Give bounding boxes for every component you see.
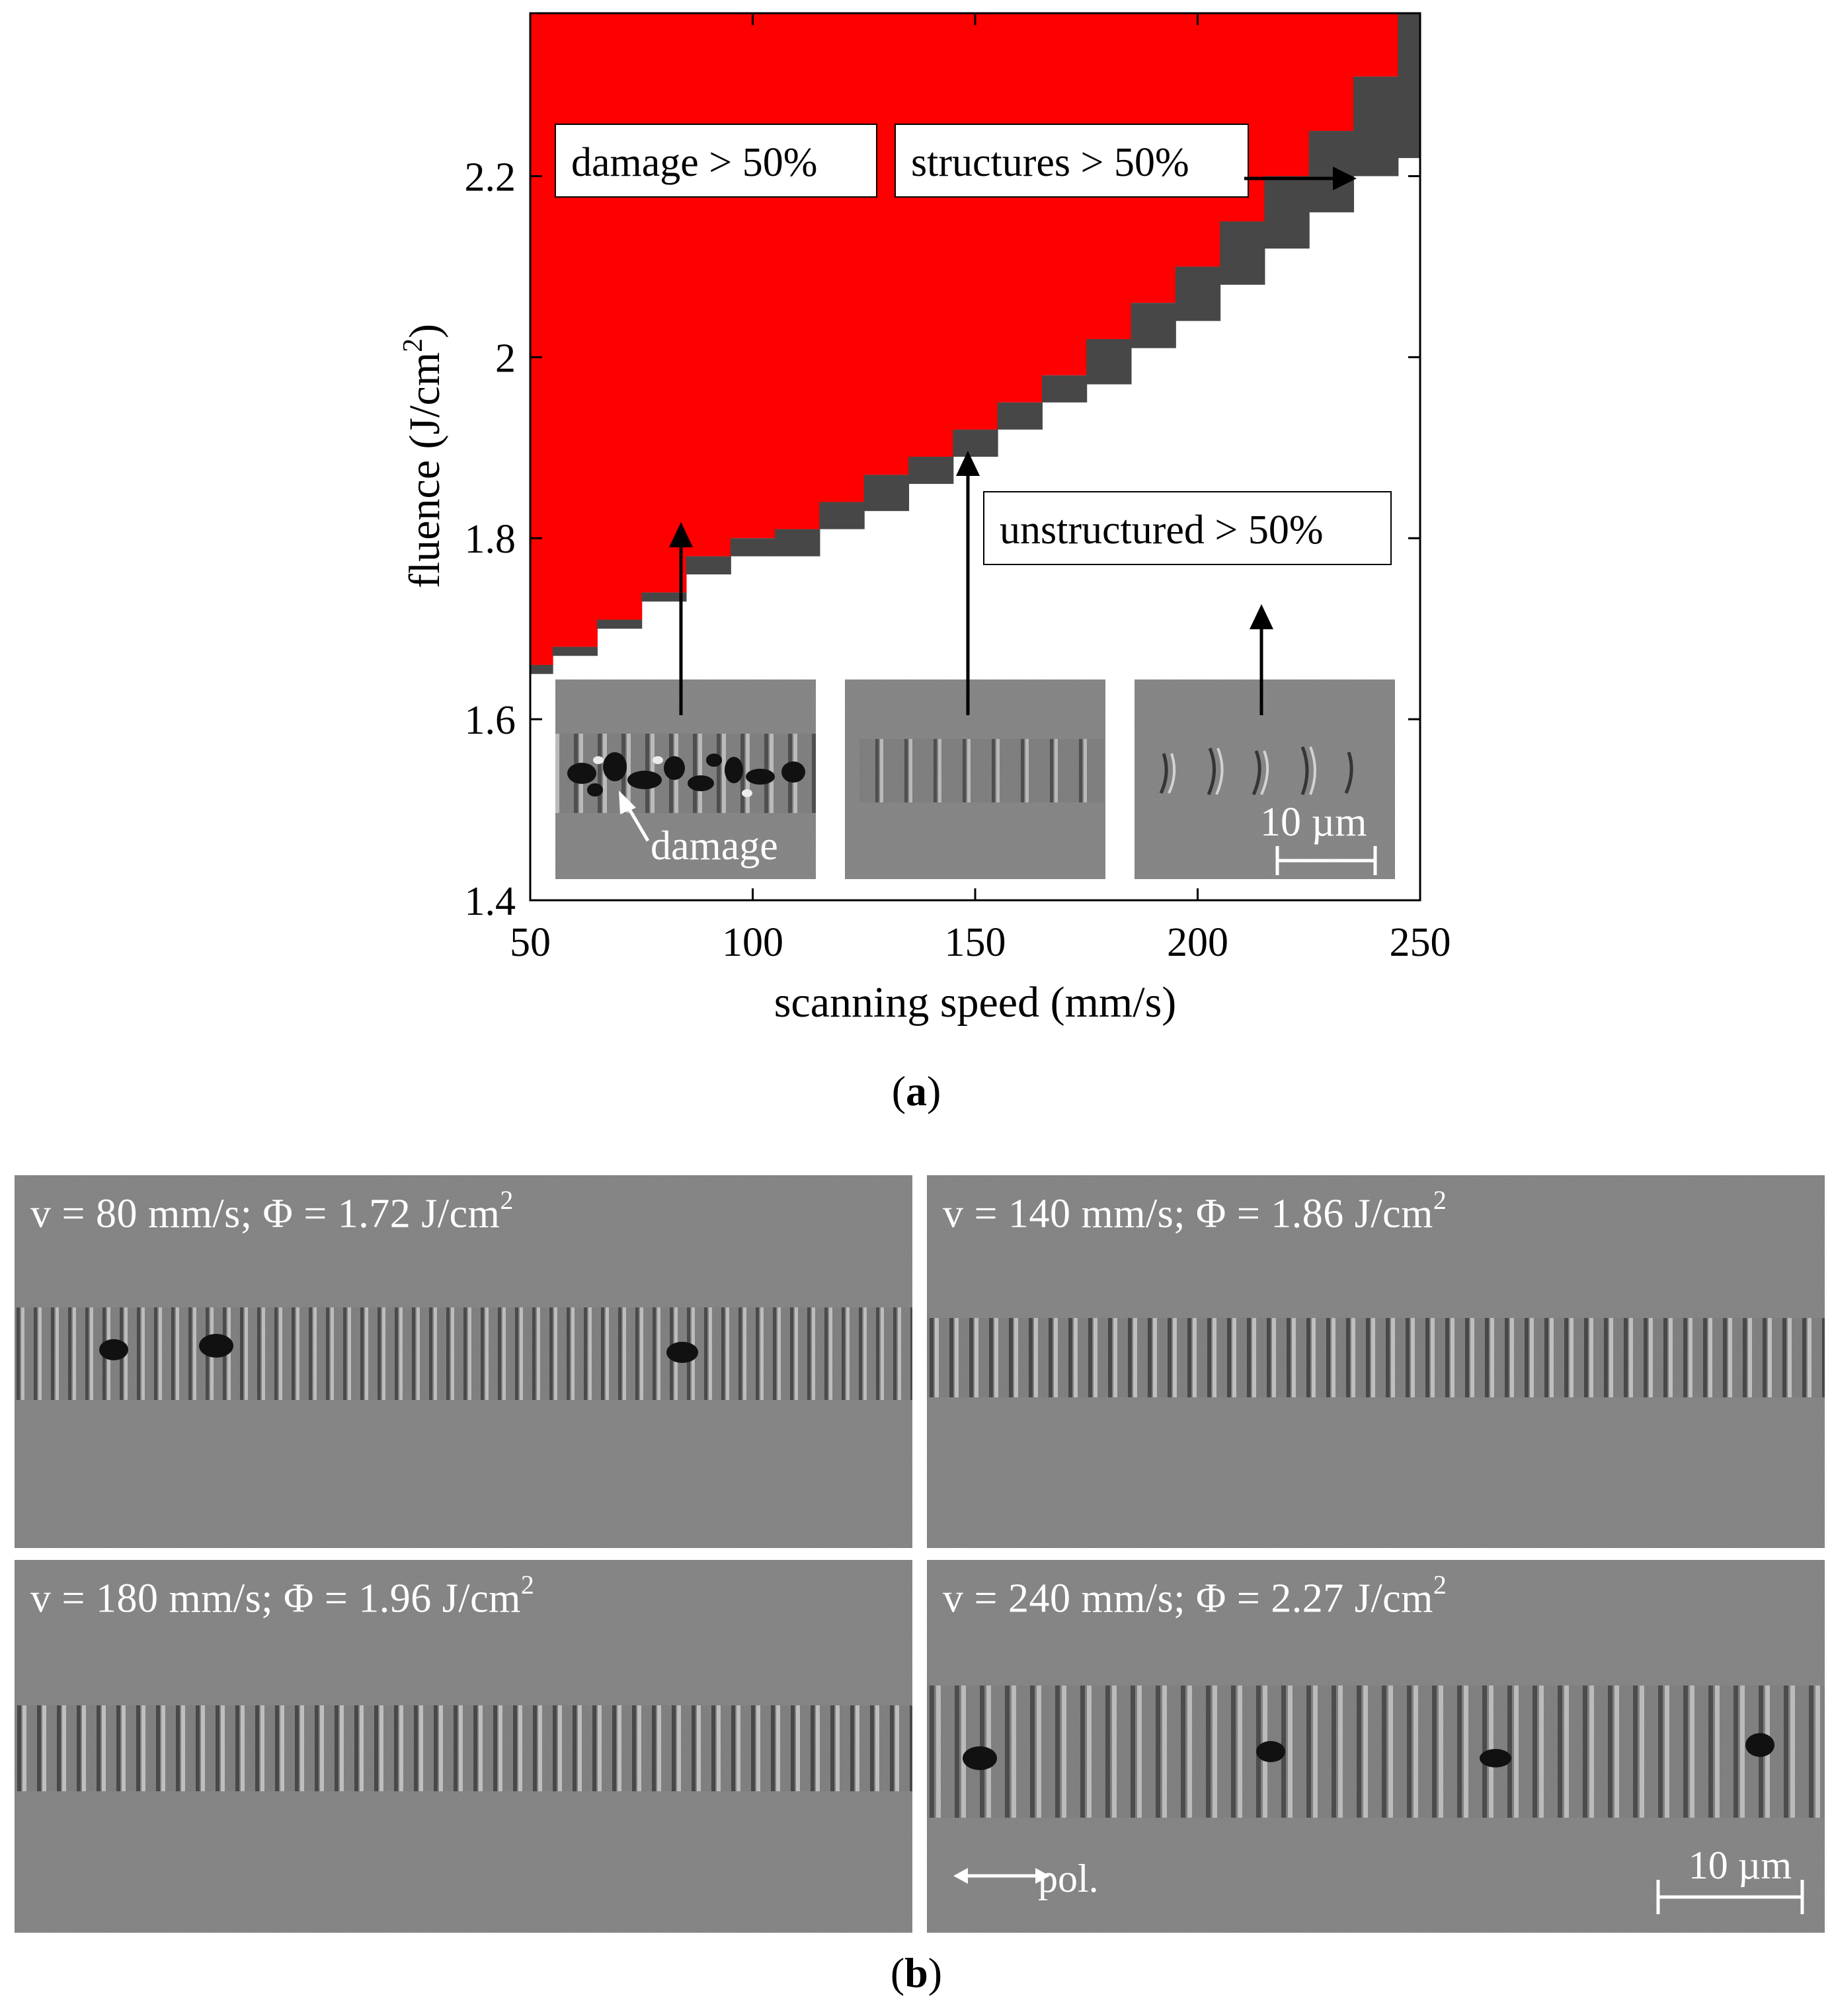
scale-bar [1656,1880,1804,1914]
damage-region-cell [1264,13,1310,176]
y-tick-label: 2.2 [465,155,516,200]
structures-region-cell [908,457,954,485]
structures-region-cell [1264,176,1310,249]
damage-region-cell [1308,13,1355,132]
structures-region-cell [1175,266,1221,321]
polarization-label: pol. [1038,1857,1099,1900]
sem-image-grid: v = 80 mm/s; Φ = 1.72 J/cm2 v = 140 mm/s… [15,1175,1825,1933]
inset-damage-label: damage [651,824,778,869]
structures-region-cell [552,646,598,656]
sem-image-180: v = 180 mm/s; Φ = 1.96 J/cm2 [15,1560,912,1933]
y-tick-label: 1.4 [465,879,516,924]
structures-region-cell [953,429,998,457]
damage-region-cell [953,13,998,430]
structures-region-cell [641,592,687,602]
inset-arrowhead-2 [956,451,980,476]
axis-ticks: 50 100 150 200 250 1.4 1.6 1.8 2 2.2 [465,13,1451,965]
structures-region-cell [730,538,776,557]
structures-region-cell [596,619,643,629]
damage-region-cell [1353,13,1399,77]
y-tick-label: 2 [495,336,516,381]
unstructured-region-label: unstructured > 50% [983,491,1392,565]
scale-bar-label: 10 µm [1688,1843,1792,1887]
damage-region-cell [775,13,820,529]
structures-region-cell [1220,221,1265,285]
sem-label-80: v = 80 mm/s; Φ = 1.72 J/cm2 [30,1185,514,1237]
x-tick-label: 150 [945,920,1006,965]
inset-arrowhead-1 [669,522,693,547]
damage-region-label: damage > 50% [555,124,877,198]
damage-region-cell [908,13,954,457]
damage-region-cell [819,13,865,502]
structures-region-cell [530,664,553,674]
phase-regions [530,13,1421,674]
sem-image-240: v = 240 mm/s; Φ = 2.27 J/cm2 pol. 10 µm [927,1560,1825,1933]
polarization-arrow-icon [953,1868,1050,1884]
structures-arrowhead [1333,167,1357,190]
sem-image-140: v = 140 mm/s; Φ = 1.86 J/cm2 [927,1175,1825,1548]
structures-region-cell [1086,338,1132,385]
damage-region-cell [863,13,910,475]
inset-structures [845,679,1105,879]
damage-region-cell [686,13,731,557]
structures-region-cell [997,402,1043,430]
x-axis-label: scanning speed (mm/s) [774,978,1177,1027]
grid-divider-horizontal [15,1548,1825,1560]
y-tick-label: 1.6 [465,698,516,743]
damage-region-cell [641,13,687,593]
sem-image-80: v = 80 mm/s; Φ = 1.72 J/cm2 [15,1175,912,1548]
structures-region-cell [1308,131,1355,213]
damage-region-cell [997,13,1043,403]
structures-region-cell [819,502,865,529]
caption-b: (b) [890,1949,943,1996]
unstructured-label-text: unstructured > 50% [1000,508,1324,553]
structures-region-cell [1041,375,1088,403]
x-tick-label: 100 [722,920,783,965]
inset-scale-label: 10 µm [1260,800,1367,845]
inset-arrowhead-3 [1250,604,1273,629]
damage-label-text: damage > 50% [571,140,817,185]
x-tick-label: 250 [1390,920,1451,965]
x-tick-label: 50 [510,920,551,965]
structures-region-cell [775,529,820,557]
damage-region-cell [530,13,553,665]
structures-region-cell [863,475,910,512]
svg-text:fluence (J/cm2): fluence (J/cm2) [398,324,449,588]
structures-region-cell [686,556,731,575]
inset-damage: damage [555,679,816,879]
caption-a: (a) [891,1067,941,1114]
inset-unstructured: 10 µm [1135,679,1395,879]
x-tick-label: 200 [1167,920,1228,965]
figure-a-chart: 50 100 150 200 250 1.4 1.6 1.8 2 2.2 damage > 50%… [398,12,1451,1027]
sem-label-140: v = 140 mm/s; Φ = 1.86 J/cm2 [943,1185,1447,1237]
structures-region-label: structures > 50% [895,124,1249,198]
structures-region-cell [1131,303,1176,348]
damage-region-cell [596,13,643,620]
damage-region-cell [730,13,776,539]
y-axis-label: fluence (J/cm2) [398,324,449,588]
structures-region-cell [1353,76,1399,176]
structures-region-cell [1398,13,1421,159]
sem-label-240: v = 240 mm/s; Φ = 2.27 J/cm2 [943,1570,1447,1621]
sem-label-180: v = 180 mm/s; Φ = 1.96 J/cm2 [30,1570,535,1621]
y-tick-label: 1.8 [465,517,516,562]
structures-label-text: structures > 50% [911,140,1189,185]
damage-region-cell [552,13,598,647]
